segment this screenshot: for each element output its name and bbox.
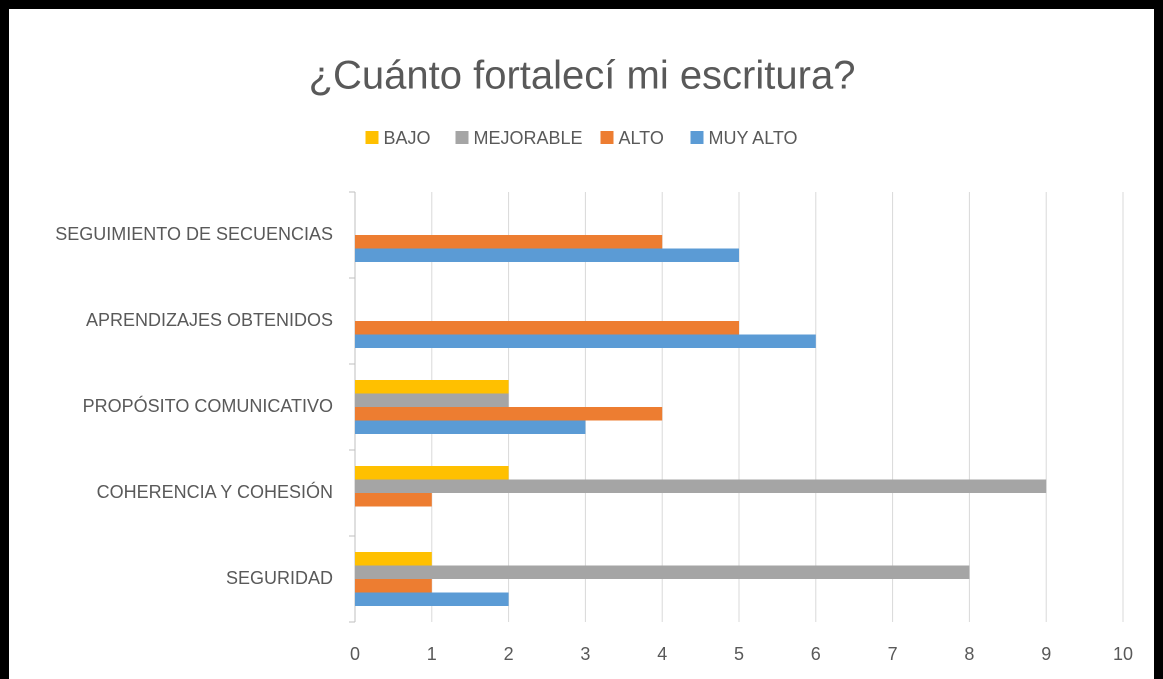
x-tick-label: 7 <box>888 644 898 664</box>
y-tick-label: PROPÓSITO COMUNICATIVO <box>83 395 333 416</box>
legend-swatch <box>365 131 379 144</box>
x-tick-label: 2 <box>504 644 514 664</box>
bar <box>355 479 1047 493</box>
legend-swatch <box>455 131 469 144</box>
bar <box>355 321 739 335</box>
bar <box>355 380 509 394</box>
legend-label: MUY ALTO <box>709 128 798 148</box>
legend-label: ALTO <box>619 128 664 148</box>
x-tick-label: 6 <box>811 644 821 664</box>
y-tick-label: SEGUIMIENTO DE SECUENCIAS <box>55 224 333 244</box>
x-tick-label: 9 <box>1041 644 1051 664</box>
legend-label: BAJO <box>384 128 431 148</box>
y-tick-label: APRENDIZAJES OBTENIDOS <box>86 310 333 330</box>
bar <box>355 407 663 421</box>
x-tick-label: 0 <box>350 644 360 664</box>
x-tick-label: 4 <box>657 644 667 664</box>
bar <box>355 466 509 480</box>
bar <box>355 248 739 262</box>
y-tick-label: COHERENCIA Y COHESIÓN <box>97 481 333 502</box>
legend-swatch <box>690 131 704 144</box>
bar <box>355 493 432 507</box>
bar <box>355 420 586 434</box>
bar <box>355 552 432 566</box>
bar <box>355 334 816 348</box>
bar <box>355 565 970 579</box>
bar <box>355 393 509 407</box>
x-tick-label: 10 <box>1113 644 1133 664</box>
bar <box>355 579 432 593</box>
chart-title: ¿Cuánto fortalecí mi escritura? <box>309 54 856 98</box>
bar <box>355 235 663 249</box>
legend-swatch <box>600 131 614 144</box>
x-tick-label: 3 <box>580 644 590 664</box>
y-tick-label: SEGURIDAD <box>226 568 333 588</box>
bar <box>355 592 509 606</box>
x-tick-label: 1 <box>427 644 437 664</box>
legend-label: MEJORABLE <box>474 128 583 148</box>
x-tick-label: 8 <box>964 644 974 664</box>
x-tick-label: 5 <box>734 644 744 664</box>
